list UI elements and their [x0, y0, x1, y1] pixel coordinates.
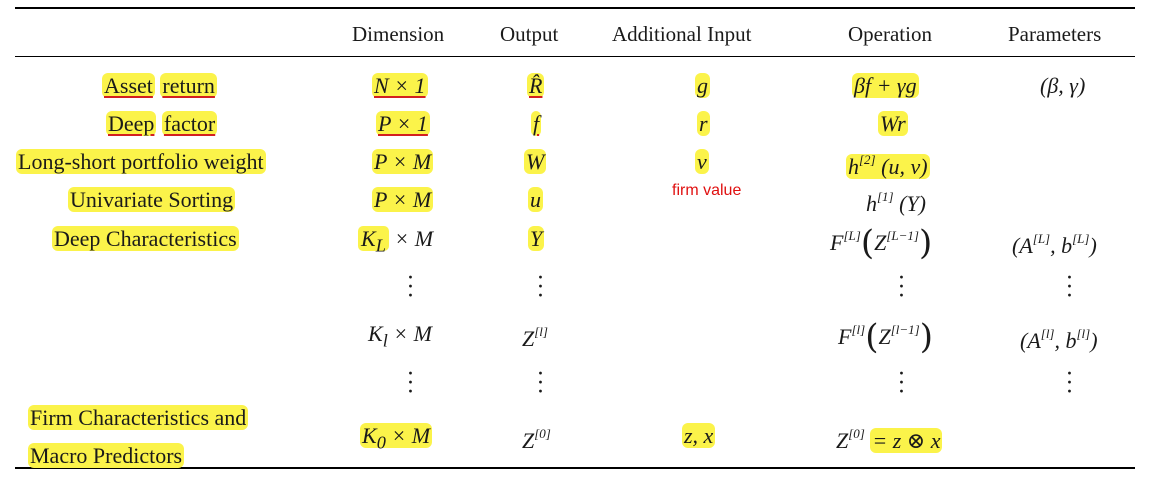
header-output: Output [500, 22, 559, 46]
vdots-output-2: · · · [537, 362, 544, 405]
row-factor-word: factor [161, 111, 218, 136]
row-long-short-dimension: P × M [372, 149, 434, 174]
row-univariate-sorting-name: Univariate Sorting [68, 187, 236, 212]
row-univariate-sorting-dimension: P × M [372, 187, 434, 212]
row-asset-word: Asset [102, 73, 155, 98]
row-long-short-operation: h[2] (u, v) [846, 152, 930, 179]
row-asset-return-operation: βf + γg [852, 73, 919, 98]
row-asset-return-name: Asset return [102, 72, 217, 100]
row-long-short-additional: v [695, 149, 709, 174]
row-asset-return-output: R̂ [527, 73, 545, 98]
row-asset-return-additional: g [695, 73, 710, 98]
top-rule [15, 7, 1135, 9]
row-asset-return-dimension: N × 1 [372, 73, 428, 98]
row-univariate-sorting-operation: h[1] (Y) [866, 189, 927, 216]
header-rule [15, 56, 1135, 57]
vdots-operation-2: · · · [898, 362, 905, 405]
row-layer-l-dimension: Kl × M [368, 321, 432, 351]
row-deep-factor-additional: r [697, 111, 710, 136]
row-firm-characteristics-dimension: K0 × M [360, 423, 433, 453]
row-deep-factor-operation: Wr [878, 111, 908, 136]
row-deep-factor-dimension: P × 1 [376, 111, 430, 136]
firm-value-annotation: firm value [672, 182, 742, 199]
row-univariate-sorting-output: u [528, 187, 543, 212]
row-long-short-name: Long-short portfolio weight [16, 149, 266, 174]
vdots-parameters-2: · · · [1066, 362, 1073, 405]
header-dimension: Dimension [352, 22, 445, 46]
row-deep-characteristics-parameters: (A[L], b[L]) [1012, 231, 1097, 258]
header-parameters: Parameters [1008, 22, 1102, 46]
vdots-operation-1: · · · [898, 266, 905, 309]
row-asset-return-parameters: (β, γ) [1040, 73, 1086, 98]
vdots-parameters-1: · · · [1066, 266, 1073, 309]
header-operation: Operation [848, 22, 932, 46]
row-deep-characteristics-operation: F[L](Z[L−1]) [830, 223, 933, 263]
row-deep-factor-name: Deep factor [106, 110, 218, 138]
vdots-dimension-1: · · · [407, 266, 414, 309]
row-firm-characteristics-output: Z[0] [522, 426, 551, 453]
row-layer-l-output: Z[l] [522, 324, 548, 351]
row-firm-characteristics-operation: Z[0] = z ⊗ x [836, 426, 943, 453]
row-return-word: return [160, 73, 217, 98]
vdots-output-1: · · · [537, 266, 544, 309]
row-deep-factor-output: f [531, 111, 542, 136]
row-layer-l-operation: F[l](Z[l−1]) [838, 317, 933, 357]
row-deep-characteristics-dimension: KL × M [358, 225, 433, 259]
row-deep-characteristics-output: Y [528, 226, 545, 251]
row-layer-l-parameters: (A[l], b[l]) [1020, 326, 1098, 353]
row-firm-characteristics-name-line2: Macro Predictors [28, 443, 185, 468]
row-deep-word: Deep [106, 111, 157, 136]
row-firm-characteristics-name-line1: Firm Characteristics and [28, 405, 249, 430]
vdots-dimension-2: · · · [407, 362, 414, 405]
row-firm-characteristics-additional: z, x [682, 423, 716, 448]
row-long-short-output: W [524, 149, 547, 174]
header-additional-input: Additional Input [612, 22, 752, 46]
bottom-rule [15, 467, 1135, 469]
row-deep-characteristics-name: Deep Characteristics [52, 226, 239, 251]
